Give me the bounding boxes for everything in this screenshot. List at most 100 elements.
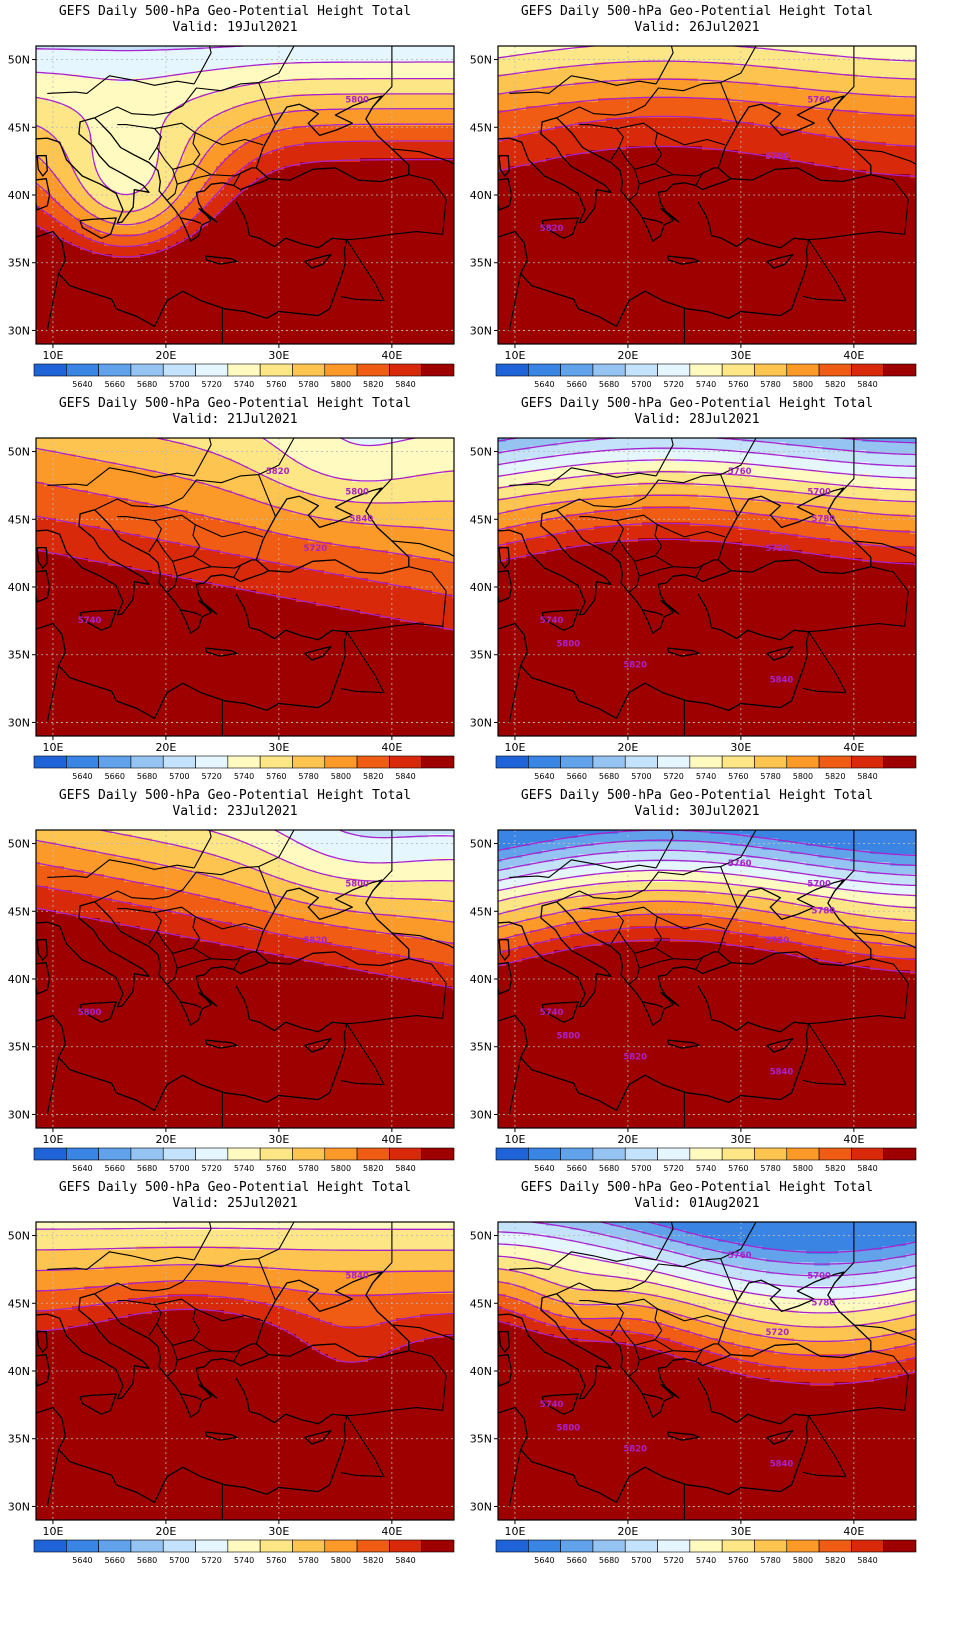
height-cell [428, 50, 433, 55]
height-cell [412, 70, 417, 75]
height-cell [408, 146, 413, 151]
height-cell [92, 138, 97, 143]
height-cell [64, 50, 69, 55]
height-cell [440, 110, 445, 115]
height-cell [384, 82, 389, 87]
height-cell [420, 154, 425, 159]
height-cell [432, 114, 437, 119]
height-cell [84, 114, 89, 119]
height-cell [100, 90, 105, 95]
height-cell [284, 102, 289, 107]
height-cell [120, 94, 125, 99]
height-cell [120, 110, 125, 115]
height-cell [416, 82, 421, 87]
height-cell [64, 62, 69, 67]
height-cell [308, 86, 313, 91]
height-cell [176, 50, 181, 55]
height-cell [376, 174, 381, 179]
height-cell [292, 58, 297, 63]
height-cell [172, 146, 177, 151]
height-cell [312, 134, 317, 139]
height-cell [72, 58, 77, 63]
height-cell [108, 138, 113, 143]
height-cell [120, 54, 125, 59]
height-cell [320, 206, 325, 211]
height-cell [108, 66, 113, 71]
height-cell [240, 222, 245, 227]
height-cell [420, 118, 425, 123]
height-cell [284, 222, 289, 227]
height-cell [48, 218, 53, 223]
height-cell [104, 210, 109, 215]
height-cell [156, 122, 161, 127]
height-cell [184, 62, 189, 67]
height-cell [328, 154, 333, 159]
height-cell [360, 146, 365, 151]
height-cell [348, 50, 353, 55]
height-cell [428, 62, 433, 67]
height-cell [36, 114, 41, 119]
height-cell [228, 230, 233, 235]
height-cell [68, 186, 73, 191]
height-cell [376, 46, 381, 51]
height-cell [380, 174, 385, 179]
height-cell [44, 66, 49, 71]
height-cell [120, 178, 125, 183]
height-cell [416, 198, 421, 203]
height-cell [240, 150, 245, 155]
height-cell [392, 54, 397, 59]
height-cell [208, 230, 213, 235]
height-cell [312, 66, 317, 71]
height-cell [360, 182, 365, 187]
height-cell [444, 174, 449, 179]
height-cell [152, 186, 157, 191]
height-cell [68, 134, 73, 139]
height-cell [104, 106, 109, 111]
height-cell [244, 46, 249, 51]
height-cell [324, 146, 329, 151]
height-cell [124, 74, 129, 79]
height-cell [84, 162, 89, 167]
height-cell [236, 218, 241, 223]
height-cell [200, 198, 205, 203]
height-cell [308, 98, 313, 103]
height-cell [112, 58, 117, 63]
height-cell [224, 210, 229, 215]
height-cell [316, 118, 321, 123]
height-cell [420, 114, 425, 119]
height-cell [220, 202, 225, 207]
height-cell [328, 134, 333, 139]
height-cell [256, 94, 261, 99]
height-cell [436, 206, 441, 211]
height-cell [304, 58, 309, 63]
height-cell [200, 74, 205, 79]
height-cell [256, 46, 261, 51]
height-cell [368, 46, 373, 51]
height-cell [184, 210, 189, 215]
height-cell [428, 202, 433, 207]
height-cell [420, 166, 425, 171]
height-cell [220, 198, 225, 203]
height-cell [88, 98, 93, 103]
height-cell [292, 106, 297, 111]
height-cell [140, 134, 145, 139]
height-cell [288, 210, 293, 215]
height-cell [100, 150, 105, 155]
height-cell [88, 62, 93, 67]
height-cell [384, 202, 389, 207]
height-cell [356, 110, 361, 115]
height-cell [112, 182, 117, 187]
height-cell [84, 142, 89, 147]
height-cell [364, 110, 369, 115]
height-cell [316, 98, 321, 103]
height-cell [36, 62, 41, 67]
height-cell [188, 66, 193, 71]
height-cell [76, 58, 81, 63]
height-cell [400, 202, 405, 207]
height-cell [272, 86, 277, 91]
height-cell [392, 182, 397, 187]
height-cell [268, 198, 273, 203]
height-cell [404, 134, 409, 139]
height-cell [220, 150, 225, 155]
height-cell [432, 170, 437, 175]
